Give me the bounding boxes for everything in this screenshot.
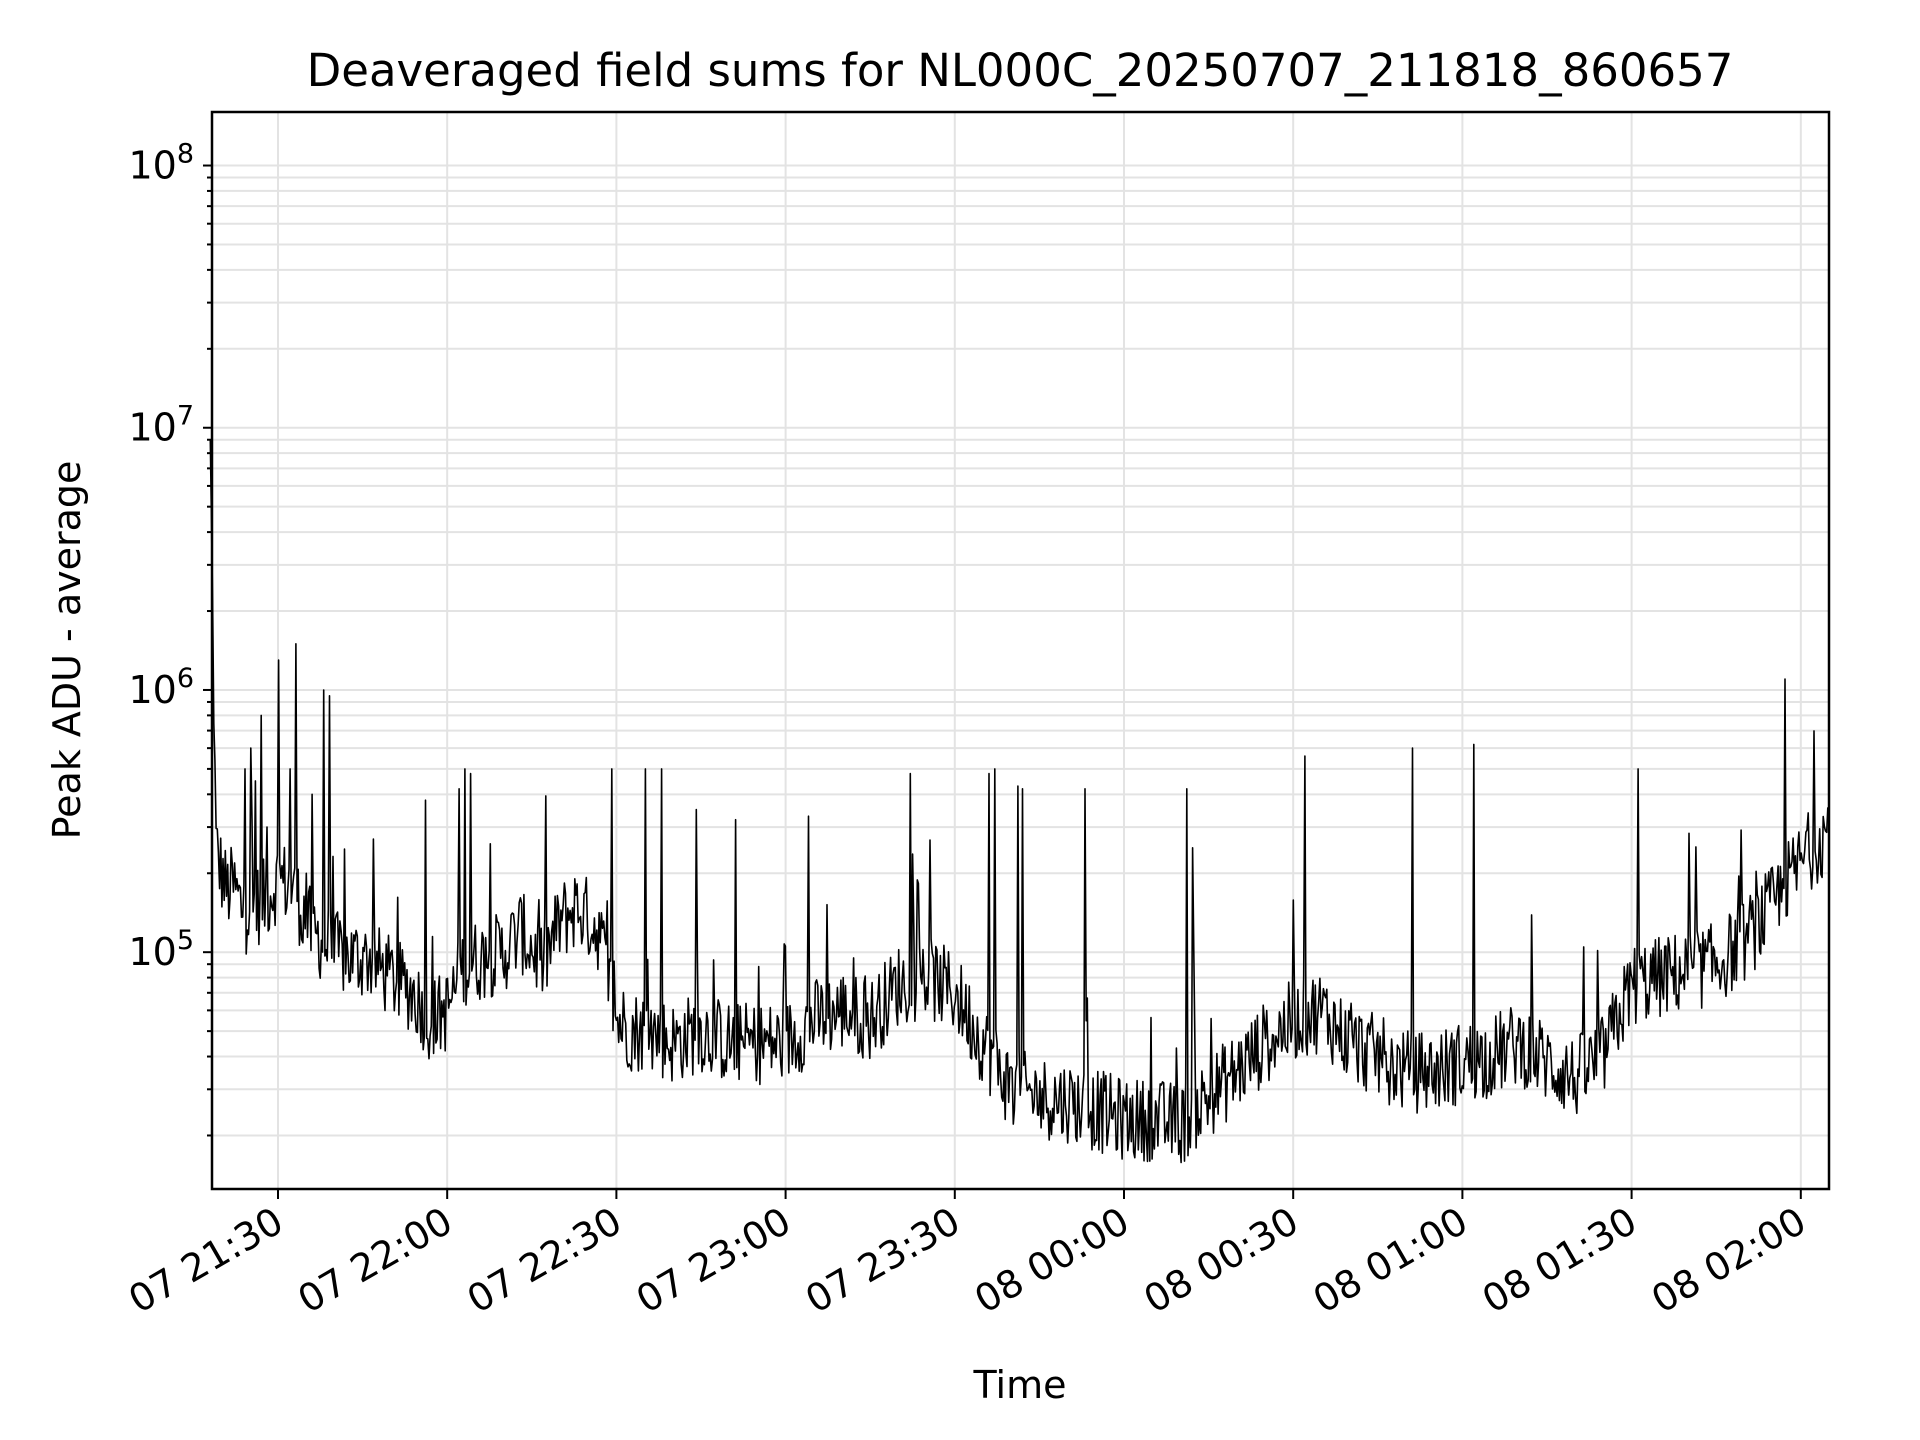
y-tick-label-exponent: 8: [177, 139, 194, 170]
y-tick-label-exponent: 7: [177, 401, 194, 432]
y-tick-label-base: 10: [128, 668, 176, 712]
y-tick-label-base: 10: [128, 406, 176, 450]
plot-frame: [210, 110, 1831, 1191]
y-tick-label-base: 10: [128, 930, 176, 974]
y-tick-label-exponent: 6: [177, 663, 194, 694]
x-axis-label: Time: [973, 1363, 1067, 1407]
y-tick-label-exponent: 5: [177, 925, 194, 956]
y-tick-label: 108: [128, 139, 194, 188]
series-layer: [209, 440, 1830, 1164]
series-line-peak-adu: [209, 440, 1830, 1164]
y-axis-label: Peak ADU - average: [45, 461, 89, 840]
y-tick-label: 106: [128, 663, 194, 712]
plot-area: [212, 112, 1829, 1189]
chart-title: Deaveraged field sums for NL000C_2025070…: [307, 44, 1734, 97]
y-tick-label: 105: [128, 925, 194, 974]
y-tick-label-base: 10: [128, 144, 176, 188]
y-tick-label: 107: [128, 401, 194, 450]
